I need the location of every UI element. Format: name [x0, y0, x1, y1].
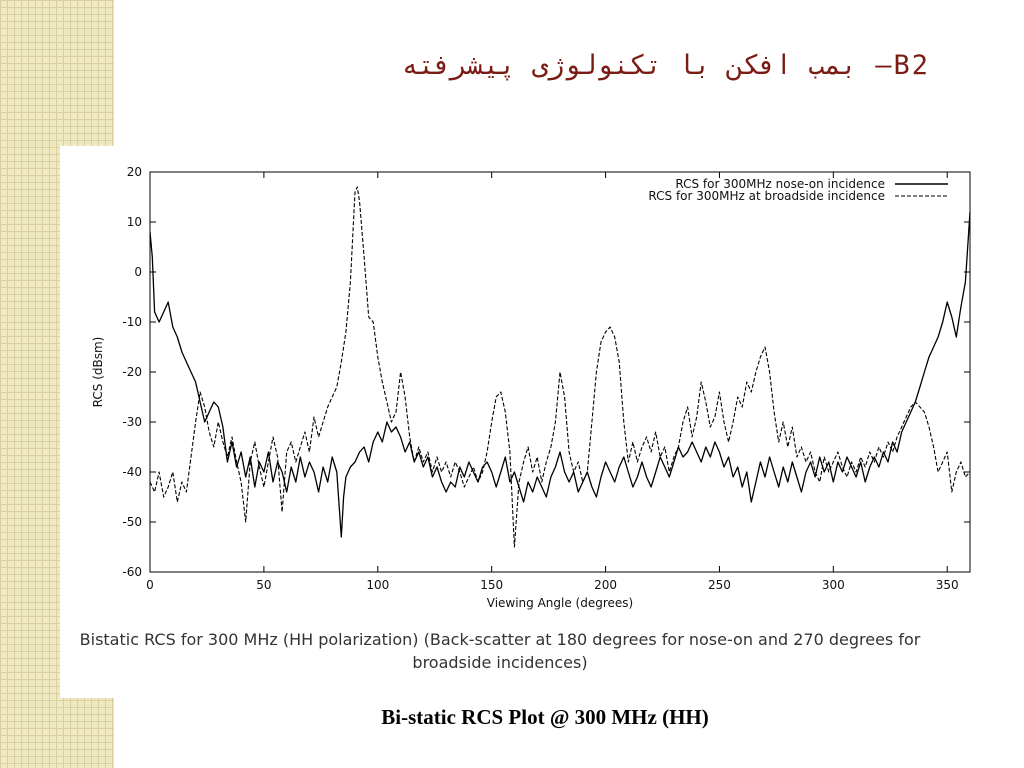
x-tick-label: 350 [936, 578, 959, 592]
legend-label-1: RCS for 300MHz at broadside incidence [648, 189, 885, 203]
x-tick-label: 250 [708, 578, 731, 592]
y-tick-label: -20 [122, 365, 142, 379]
rcs-chart: 0 50 100 150 200 250 300 35020100-10-20-30-40-5… [91, 165, 971, 610]
y-tick-label: 10 [127, 215, 142, 229]
x-tick-label: 150 [480, 578, 503, 592]
bottom-caption: Bi-static RCS Plot @ 300 MHz (HH) [381, 705, 709, 729]
series-line-0 [149, 211, 971, 538]
y-tick-label: -10 [122, 315, 142, 329]
y-tick-label: -60 [122, 565, 142, 579]
y-tick-label: 0 [134, 265, 142, 279]
slide-title: B2– بمب افکن با تکنولوژی پیشرفته [401, 50, 930, 81]
axis-ticks: 0 50 100 150 200 250 300 35020100-10-20-30-40-5… [122, 165, 970, 592]
figure-panel: 0 50 100 150 200 250 300 350 20 10 0 -10 -20 -30 -40 -5… [60, 146, 987, 698]
legend-label-0: RCS for 300MHz nose-on incidence [675, 177, 885, 191]
x-tick-label: 0 [146, 578, 154, 592]
figure-caption: Bistatic RCS for 300 MHz (HH polarizatio… [79, 630, 921, 672]
y-tick-label: 20 [127, 165, 142, 179]
x-tick-label: 50 [256, 578, 271, 592]
series-line-1 [149, 186, 971, 548]
x-axis-label: Viewing Angle (degrees) [487, 596, 633, 610]
y-tick-label: -40 [122, 465, 142, 479]
y-tick-label: -30 [122, 415, 142, 429]
x-tick-label: 300 [822, 578, 845, 592]
x-tick-label: 200 [594, 578, 617, 592]
plot-frame [149, 171, 971, 573]
series-layer [149, 186, 971, 548]
y-axis-label: RCS (dBsm) [91, 337, 105, 408]
x-tick-label: 100 [366, 578, 389, 592]
y-tick-label: -50 [122, 515, 142, 529]
